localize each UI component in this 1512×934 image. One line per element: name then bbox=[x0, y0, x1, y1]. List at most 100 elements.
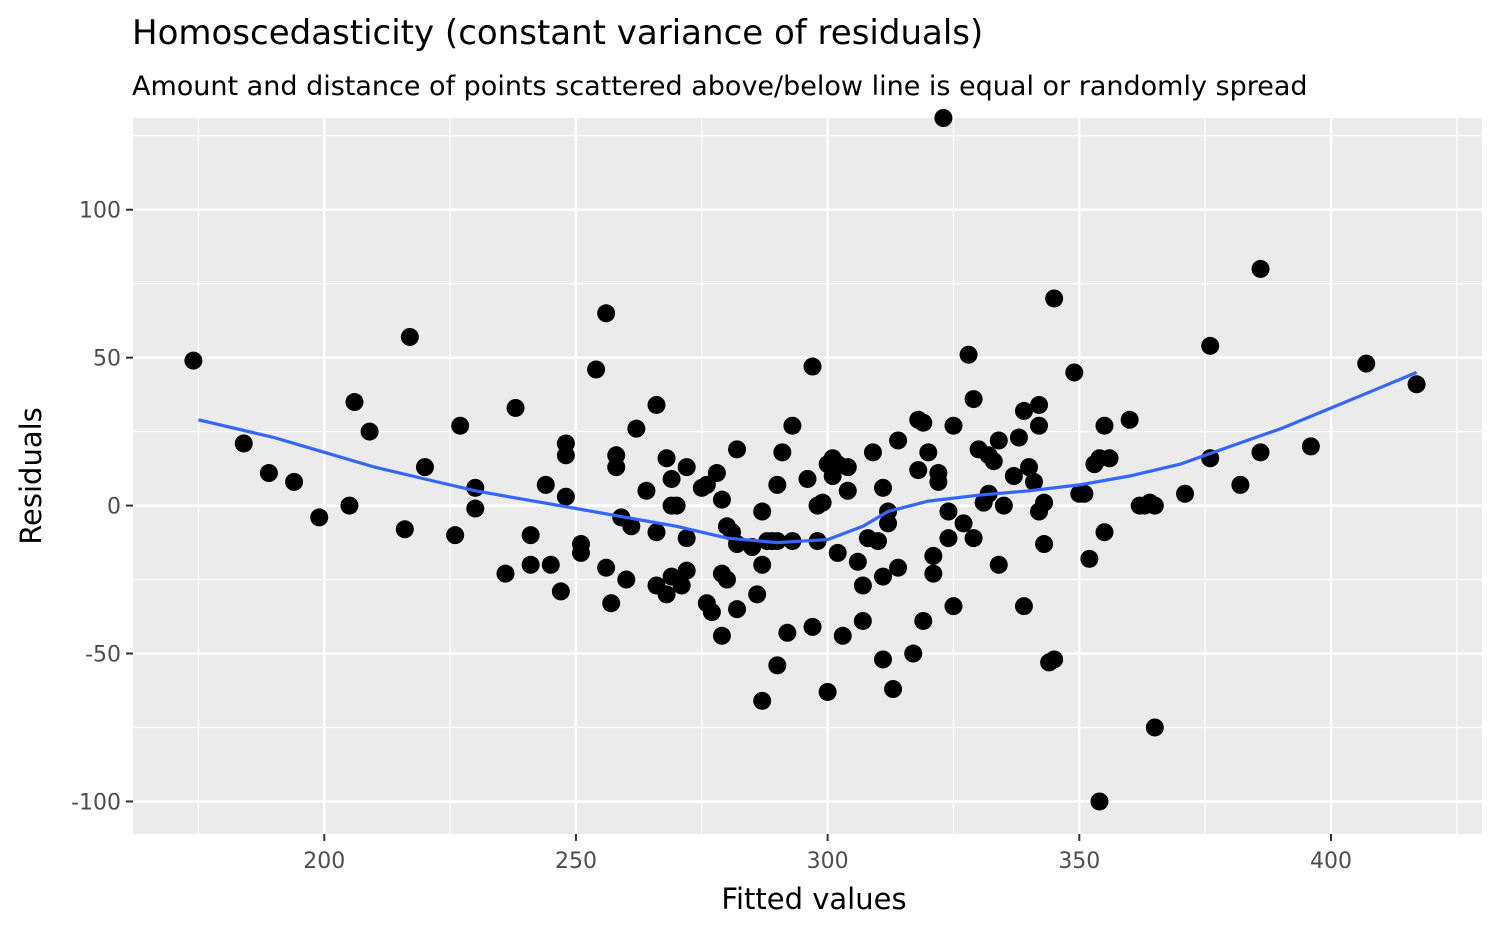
data-point bbox=[838, 458, 857, 477]
data-point bbox=[1014, 597, 1033, 616]
data-point bbox=[617, 570, 636, 589]
data-point bbox=[803, 357, 822, 376]
data-point bbox=[627, 419, 646, 438]
data-point bbox=[984, 452, 1003, 471]
data-point bbox=[773, 443, 792, 462]
data-point bbox=[1231, 475, 1250, 494]
data-point bbox=[944, 597, 963, 616]
data-point bbox=[838, 481, 857, 500]
data-point bbox=[914, 611, 933, 630]
data-point bbox=[1301, 437, 1320, 456]
data-point bbox=[466, 499, 485, 518]
smooth-line bbox=[198, 370, 1418, 545]
data-point bbox=[259, 464, 278, 483]
data-point bbox=[1201, 336, 1220, 355]
data-point bbox=[803, 617, 822, 636]
data-point bbox=[712, 490, 731, 509]
data-point bbox=[1019, 458, 1038, 477]
y-tick-label: 0 bbox=[107, 495, 121, 520]
data-point bbox=[954, 514, 973, 533]
data-point bbox=[1095, 416, 1114, 435]
data-point bbox=[647, 523, 666, 542]
data-point bbox=[1030, 395, 1049, 414]
data-point bbox=[1025, 472, 1044, 491]
data-point bbox=[1100, 449, 1119, 468]
data-point bbox=[415, 458, 434, 477]
data-point bbox=[1080, 549, 1099, 568]
data-point bbox=[521, 555, 540, 574]
data-point bbox=[506, 398, 525, 417]
data-point bbox=[587, 360, 606, 379]
y-tick-label: -100 bbox=[71, 790, 121, 815]
data-point bbox=[964, 529, 983, 548]
data-point bbox=[1145, 718, 1164, 737]
data-point bbox=[959, 345, 978, 364]
data-point bbox=[989, 431, 1008, 450]
data-point bbox=[184, 351, 203, 370]
data-point bbox=[556, 446, 575, 465]
data-point bbox=[717, 570, 736, 589]
data-point bbox=[672, 576, 691, 595]
data-point bbox=[848, 552, 867, 571]
data-point bbox=[1035, 535, 1054, 554]
data-point bbox=[1251, 259, 1270, 278]
data-point bbox=[702, 603, 721, 622]
data-point bbox=[944, 416, 963, 435]
data-point bbox=[889, 558, 908, 577]
data-point bbox=[853, 576, 872, 595]
data-point bbox=[904, 644, 923, 663]
data-point bbox=[707, 464, 726, 483]
data-point bbox=[677, 529, 696, 548]
data-point bbox=[768, 656, 787, 675]
x-tick-label: 350 bbox=[1058, 849, 1100, 874]
data-point bbox=[828, 543, 847, 562]
data-point bbox=[768, 475, 787, 494]
data-point bbox=[571, 543, 590, 562]
x-tick-label: 300 bbox=[807, 849, 849, 874]
data-point bbox=[1095, 523, 1114, 542]
data-point bbox=[1090, 792, 1109, 811]
data-point bbox=[1251, 443, 1270, 462]
data-point bbox=[1014, 401, 1033, 420]
data-point bbox=[657, 449, 676, 468]
chart-subtitle: Amount and distance of points scattered … bbox=[132, 71, 1308, 102]
data-point bbox=[234, 434, 253, 453]
data-point bbox=[939, 502, 958, 521]
data-point bbox=[1407, 375, 1426, 394]
data-point bbox=[1045, 289, 1064, 308]
data-point bbox=[753, 555, 772, 574]
data-point bbox=[994, 496, 1013, 515]
data-point bbox=[753, 691, 772, 710]
data-point bbox=[360, 422, 379, 441]
data-point bbox=[556, 487, 575, 506]
data-point bbox=[662, 469, 681, 488]
data-point bbox=[889, 431, 908, 450]
data-point bbox=[597, 304, 616, 323]
data-point bbox=[446, 526, 465, 545]
data-point bbox=[924, 546, 943, 565]
data-point bbox=[743, 538, 762, 557]
data-point bbox=[345, 393, 364, 412]
data-point bbox=[778, 623, 797, 642]
data-point bbox=[924, 564, 943, 583]
data-point bbox=[400, 327, 419, 346]
y-tick-label: -50 bbox=[85, 643, 121, 668]
data-point bbox=[813, 493, 832, 512]
y-tick-label: 50 bbox=[93, 347, 121, 372]
data-point bbox=[934, 109, 953, 127]
data-point bbox=[884, 680, 903, 699]
residual-points bbox=[184, 109, 1426, 811]
data-point bbox=[1035, 493, 1054, 512]
data-point bbox=[310, 508, 329, 527]
data-point bbox=[597, 558, 616, 577]
data-point bbox=[521, 526, 540, 545]
data-point bbox=[285, 472, 304, 491]
data-point bbox=[657, 585, 676, 604]
data-point bbox=[863, 443, 882, 462]
data-point bbox=[874, 478, 893, 497]
data-point bbox=[1120, 410, 1139, 429]
data-point bbox=[929, 472, 948, 491]
y-axis-ticks: -100 -50 0 50 100 bbox=[71, 199, 133, 815]
x-axis-title: Fitted values bbox=[721, 882, 906, 916]
